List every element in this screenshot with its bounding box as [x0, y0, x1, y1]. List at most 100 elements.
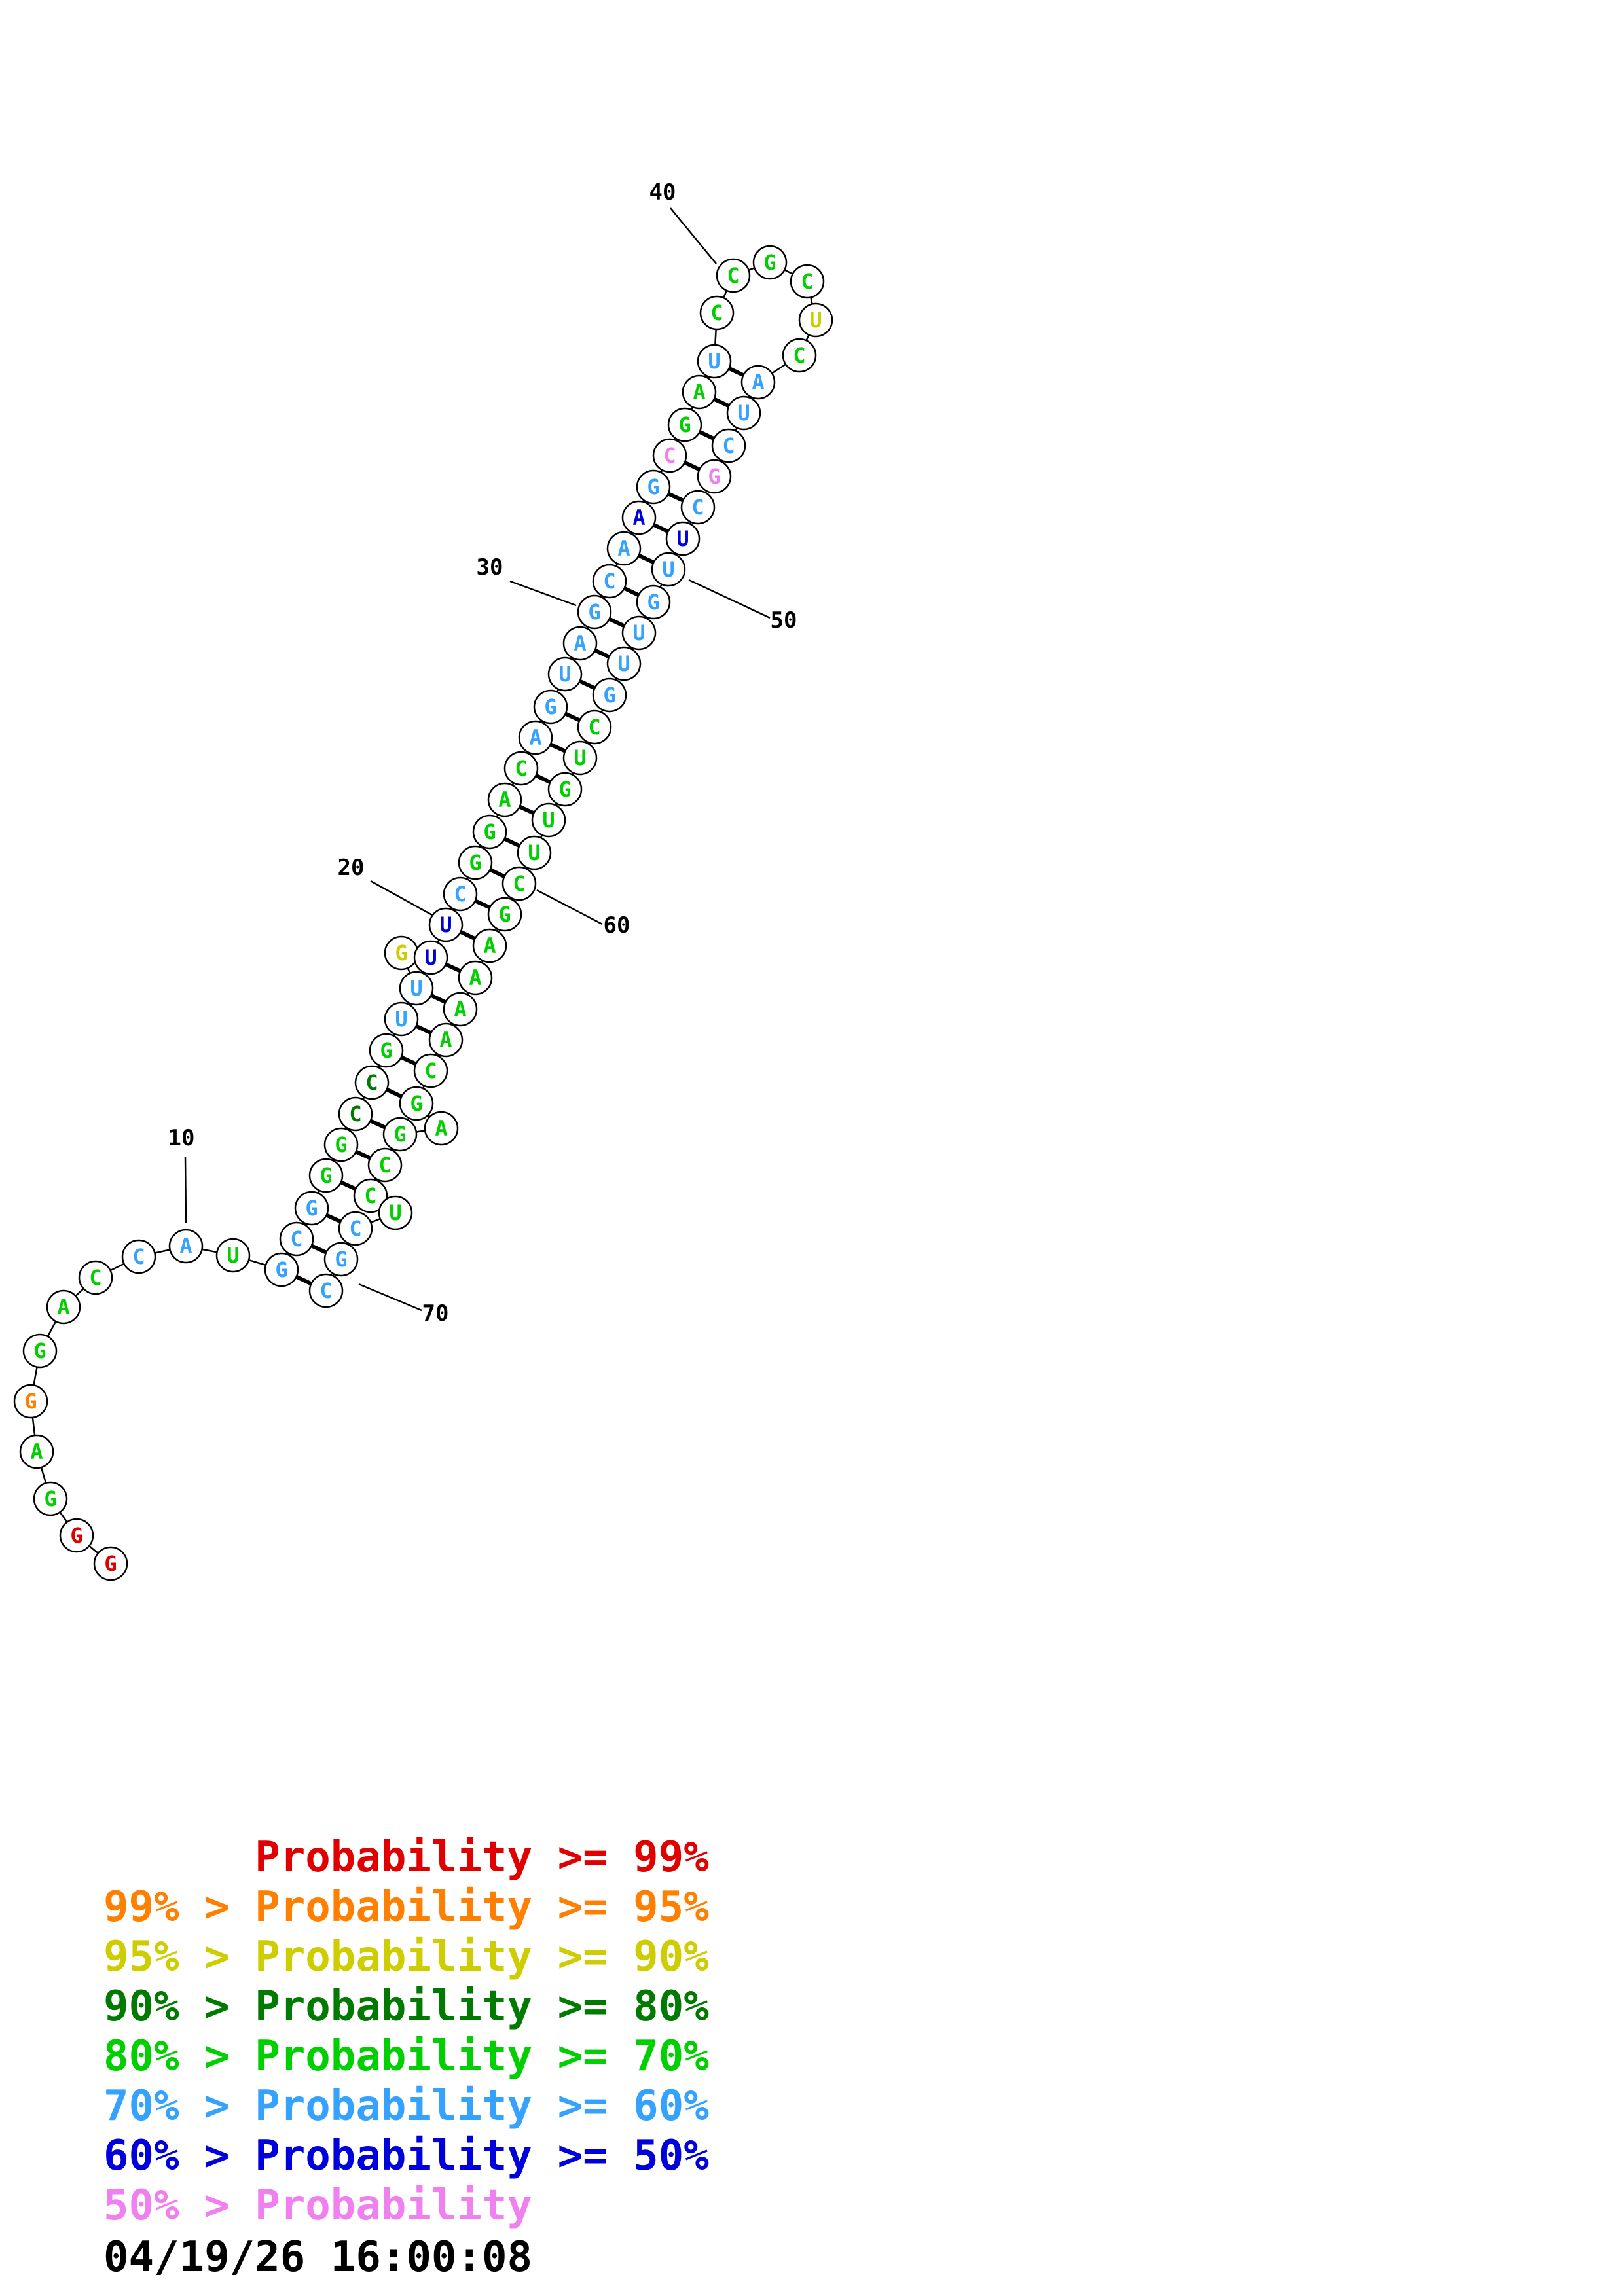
nucleotide: G [308, 1158, 344, 1193]
nucleotide: U [726, 395, 761, 431]
nucleotide-circle [531, 802, 566, 838]
nucleotide-letter: A [454, 997, 466, 1022]
nucleotide: G [487, 897, 522, 932]
nucleotide-letter: A [617, 536, 630, 561]
position-tick [370, 880, 433, 916]
nucleotide-circle [577, 594, 612, 630]
nucleotide-letter: C [603, 569, 615, 594]
position-tick [688, 579, 771, 619]
nucleotide-circle [338, 1096, 373, 1132]
nucleotide-letter: G [275, 1257, 287, 1282]
position-label: 10 [168, 1125, 195, 1151]
nucleotide-letter: G [469, 850, 481, 875]
nucleotide: U [621, 615, 657, 651]
nucleotide-letter: A [30, 1439, 43, 1464]
nucleotide-letter: A [752, 370, 764, 395]
nucleotide-letter: G [335, 1247, 347, 1272]
nucleotide: G [577, 594, 612, 630]
legend-entry: 80% > Probability >= 70% [103, 2032, 709, 2081]
position-tick [670, 207, 717, 264]
nucleotide: G [382, 1117, 418, 1152]
nucleotide-circle [503, 751, 539, 786]
nucleotide-circle [667, 407, 702, 442]
position-label: 30 [477, 554, 503, 581]
nucleotide-letter: U [676, 526, 689, 551]
legend-entry: 99% > Probability >= 95% [103, 1883, 709, 1931]
nucleotide-letter: G [647, 590, 659, 615]
nucleotide-circle [547, 772, 583, 807]
nucleotide-letter: A [439, 1028, 452, 1052]
nucleotide-letter: C [378, 1153, 391, 1177]
nucleotide: C [577, 709, 612, 745]
nucleotide-circle [458, 845, 493, 880]
nucleotide: U [399, 971, 434, 1006]
nucleotide-circle [22, 1333, 58, 1369]
nucleotide-circle [562, 740, 598, 776]
legend-entry: 50% > Probability [103, 2181, 533, 2230]
nucleotide: U [798, 302, 833, 338]
position-label: 70 [422, 1300, 449, 1327]
nucleotide-circle [413, 940, 448, 975]
nucleotide: C [592, 564, 627, 599]
nucleotide-letter: U [424, 945, 437, 970]
nucleotide-letter: C [513, 871, 525, 896]
position-label: 40 [649, 179, 676, 206]
nucleotide-letter: C [89, 1265, 101, 1290]
nucleotide-circle [378, 1195, 413, 1230]
nucleotide-circle [790, 264, 825, 299]
nucleotide-letter: G [647, 475, 659, 499]
nucleotide-letter: U [662, 557, 674, 582]
nucleotide: G [13, 1384, 48, 1419]
nucleotide-circle [621, 500, 657, 535]
nucleotide: G [547, 772, 583, 807]
nucleotide-letter: U [389, 1200, 401, 1225]
nucleotide-letter: A [435, 1116, 447, 1141]
nucleotide-letter: A [574, 631, 586, 656]
nucleotide-circle [518, 720, 553, 755]
nucleotide-letter: G [44, 1486, 56, 1511]
nucleotide-circle [93, 1546, 128, 1581]
position-label: 60 [604, 912, 630, 939]
nucleotide-circle [577, 709, 612, 745]
nucleotide-circle [399, 1086, 434, 1121]
nucleotide: C [367, 1147, 403, 1183]
nucleotide-circle [606, 531, 642, 566]
nucleotide-circle [323, 1242, 359, 1277]
nucleotide-circle [353, 1178, 388, 1213]
nucleotide: A [46, 1289, 81, 1325]
nucleotide-circle [716, 258, 751, 293]
nucleotide-circle [665, 521, 701, 556]
nucleotide: C [308, 1273, 344, 1308]
nucleotide: G [369, 1033, 404, 1068]
nucleotide-letter: C [727, 263, 739, 288]
nucleotide-circle [697, 459, 732, 494]
legend-entry: 60% > Probability >= 50% [103, 2132, 709, 2180]
nucleotide-letter: G [410, 1091, 422, 1116]
nucleotide-circle [215, 1238, 251, 1273]
nucleotide: U [547, 656, 583, 692]
nucleotide-circle [726, 395, 761, 431]
nucleotide: G [384, 935, 419, 971]
nucleotide-circle [46, 1289, 81, 1325]
position-label: 50 [771, 607, 797, 634]
nucleotide-circle [354, 1065, 390, 1100]
nucleotide-letter: G [335, 1132, 347, 1157]
nucleotide-letter: A [57, 1295, 69, 1319]
nucleotide-letter: A [469, 965, 481, 990]
nucleotide-circle [562, 626, 598, 661]
nucleotide-circle [487, 897, 522, 932]
nucleotide: G [697, 459, 732, 494]
nucleotide-circle [323, 1127, 359, 1162]
nucleotide-letter: G [319, 1163, 332, 1188]
nucleotide: A [606, 531, 642, 566]
nucleotide: G [264, 1252, 299, 1287]
nucleotide-circle [547, 656, 583, 692]
nucleotide: C [78, 1260, 113, 1295]
nucleotide-letter: G [70, 1523, 82, 1548]
nucleotide-letter: C [515, 756, 527, 781]
nucleotide-circle [636, 584, 671, 620]
nucleotide: A [443, 992, 478, 1027]
nucleotide-circle [382, 1117, 418, 1152]
nucleotide: C [413, 1053, 448, 1088]
